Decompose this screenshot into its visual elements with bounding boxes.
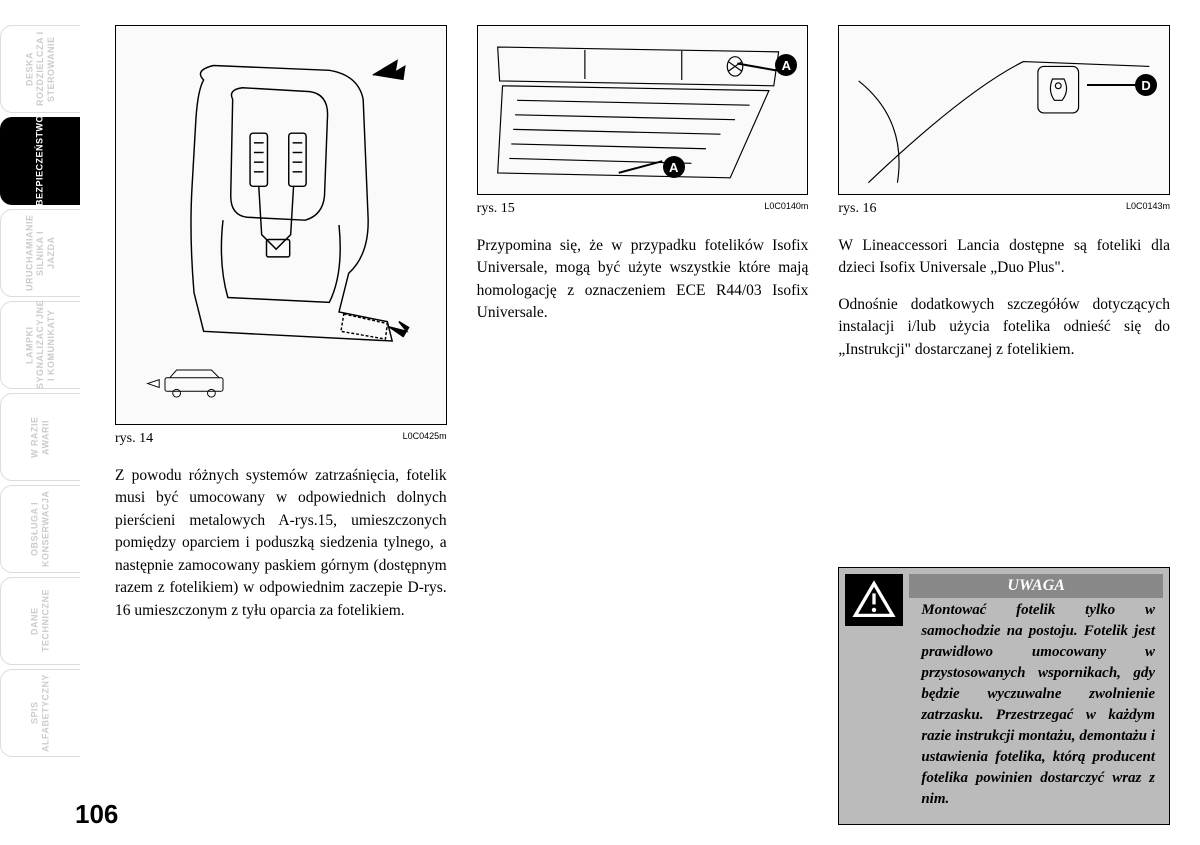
warning-title: UWAGA [909,574,1163,598]
column-1: rys. 14 L0C0425m Z powodu różnych system… [115,25,447,825]
column-2: A A rys. 15 L0C0140m Przypomina się, że … [477,25,809,825]
tab-safety[interactable]: BEZPIECZEŃSTWO [0,117,80,205]
col3-paragraph-2: Odnośnie dodatkowych szczegółów dotycząc… [838,294,1170,361]
warning-text: Montować fotelik tylko w samochodzie na … [921,600,1155,810]
warning-box: UWAGA Montować fotelik tylko w samochodz… [838,567,1170,825]
fig14-label: rys. 14 [115,431,153,447]
tab-engine-start[interactable]: URUCHAMIANIE SILNIKA I JAZDA [0,209,80,297]
fig14-caption: rys. 14 L0C0425m [115,431,447,447]
callout-d: D [1135,74,1157,96]
figure-14 [115,25,447,425]
column-3: D rys. 16 L0C0143m W Lineaccessori Lanci… [838,25,1170,825]
manual-page: DESKA ROZDZIELCZA I STEROWANIE BEZPIECZE… [0,0,1200,845]
section-tabs: DESKA ROZDZIELCZA I STEROWANIE BEZPIECZE… [0,0,80,845]
fig15-label: rys. 15 [477,201,515,217]
warning-body: Montować fotelik tylko w samochodzie na … [839,600,1169,824]
callout-a1: A [663,156,685,178]
fig16-label: rys. 16 [838,201,876,217]
page-content: rys. 14 L0C0425m Z powodu różnych system… [80,0,1200,845]
col2-paragraph: Przypomina się, że w przypadku fotelików… [477,235,809,325]
page-number: 106 [75,799,118,830]
fig15-caption: rys. 15 L0C0140m [477,201,809,217]
fig15-code: L0C0140m [764,201,808,217]
tab-emergency[interactable]: W RAZIE AWARII [0,393,80,481]
fig16-caption: rys. 16 L0C0143m [838,201,1170,217]
col3-paragraph-1: W Lineaccessori Lancia dostępne są fotel… [838,235,1170,280]
callout-line-d [1087,84,1137,86]
figure-15: A A [477,25,809,195]
warning-triangle-icon [845,574,903,626]
tab-indicators[interactable]: LAMPKI SYGNALIZACYJNE I KOMUNIKATY [0,301,80,389]
figure-16: D [838,25,1170,195]
tab-maintenance[interactable]: OBSŁUGA I KONSERWACJA [0,485,80,573]
col1-paragraph: Z powodu różnych systemów zatrzaśnięcia,… [115,465,447,622]
fig14-code: L0C0425m [403,431,447,447]
tab-tech-data[interactable]: DANE TECHNICZNE [0,577,80,665]
tab-dashboard[interactable]: DESKA ROZDZIELCZA I STEROWANIE [0,25,80,113]
child-seat-illustration [136,35,426,415]
tab-index[interactable]: SPIS ALFABETYCZNY [0,669,80,757]
fig16-code: L0C0143m [1126,201,1170,217]
anchor-hook-illustration [849,30,1159,190]
